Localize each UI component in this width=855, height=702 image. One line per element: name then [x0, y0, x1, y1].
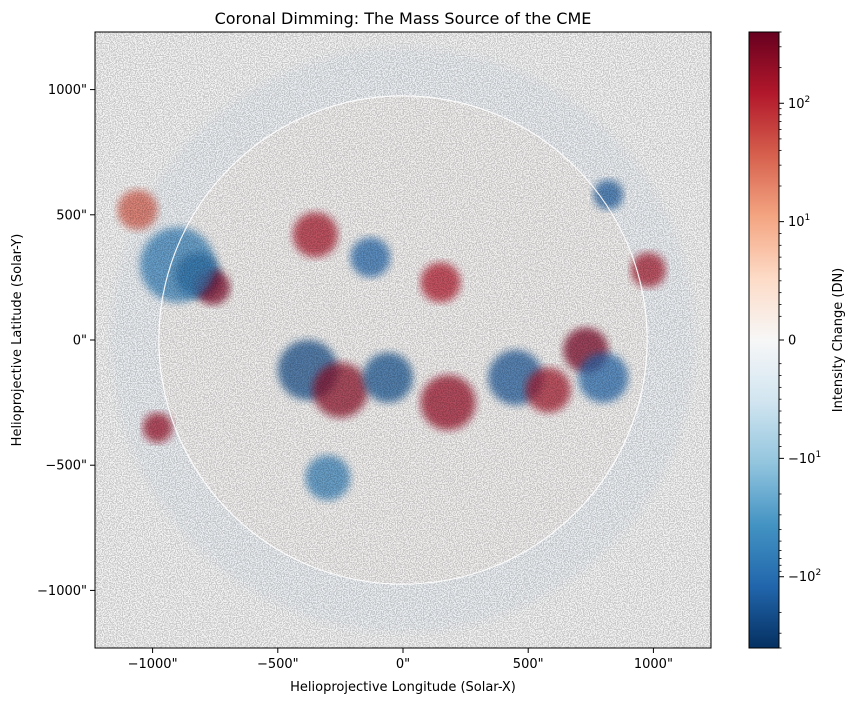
colorbar-gradient — [748, 31, 780, 649]
noise-texture — [95, 32, 711, 648]
cbar-tick-label-1: 101 — [788, 213, 810, 230]
chart-title: Coronal Dimming: The Mass Source of the … — [215, 9, 592, 28]
y-axis: 1000" 500" 0" −500" −1000" — [37, 83, 95, 599]
x-axis-label: Helioprojective Longitude (Solar-X) — [290, 680, 516, 695]
x-tick-label-1: −500" — [257, 657, 299, 672]
colorbar-ticks: 102 101 0 −101 −102 — [779, 31, 821, 649]
cbar-tick-label-3: −101 — [788, 450, 821, 467]
cbar-tick-label-4: −102 — [788, 568, 821, 585]
y-tick-label-4: −1000" — [37, 584, 87, 599]
y-tick-label-1: 500" — [56, 208, 87, 223]
x-tick-label-4: 1000" — [634, 657, 673, 672]
y-tick-label-3: −500" — [45, 459, 87, 474]
x-tick-label-0: −1000" — [128, 657, 178, 672]
cbar-tick-label-2: 0 — [788, 334, 796, 349]
x-axis: −1000" −500" 0" 500" 1000" — [128, 648, 673, 672]
colorbar: 102 101 0 −101 −102 Intensity Change (DN) — [748, 31, 846, 649]
y-tick-label-2: 0" — [73, 334, 87, 349]
x-tick-label-3: 500" — [513, 657, 544, 672]
y-tick-label-0: 1000" — [48, 83, 87, 98]
x-tick-label-2: 0" — [396, 657, 410, 672]
cbar-tick-label-0: 102 — [788, 95, 810, 112]
colorbar-label: Intensity Change (DN) — [831, 268, 846, 413]
plot-area — [95, 32, 711, 648]
solar-limb — [158, 95, 648, 585]
y-axis-label: Helioprojective Latitude (Solar-Y) — [10, 234, 25, 447]
